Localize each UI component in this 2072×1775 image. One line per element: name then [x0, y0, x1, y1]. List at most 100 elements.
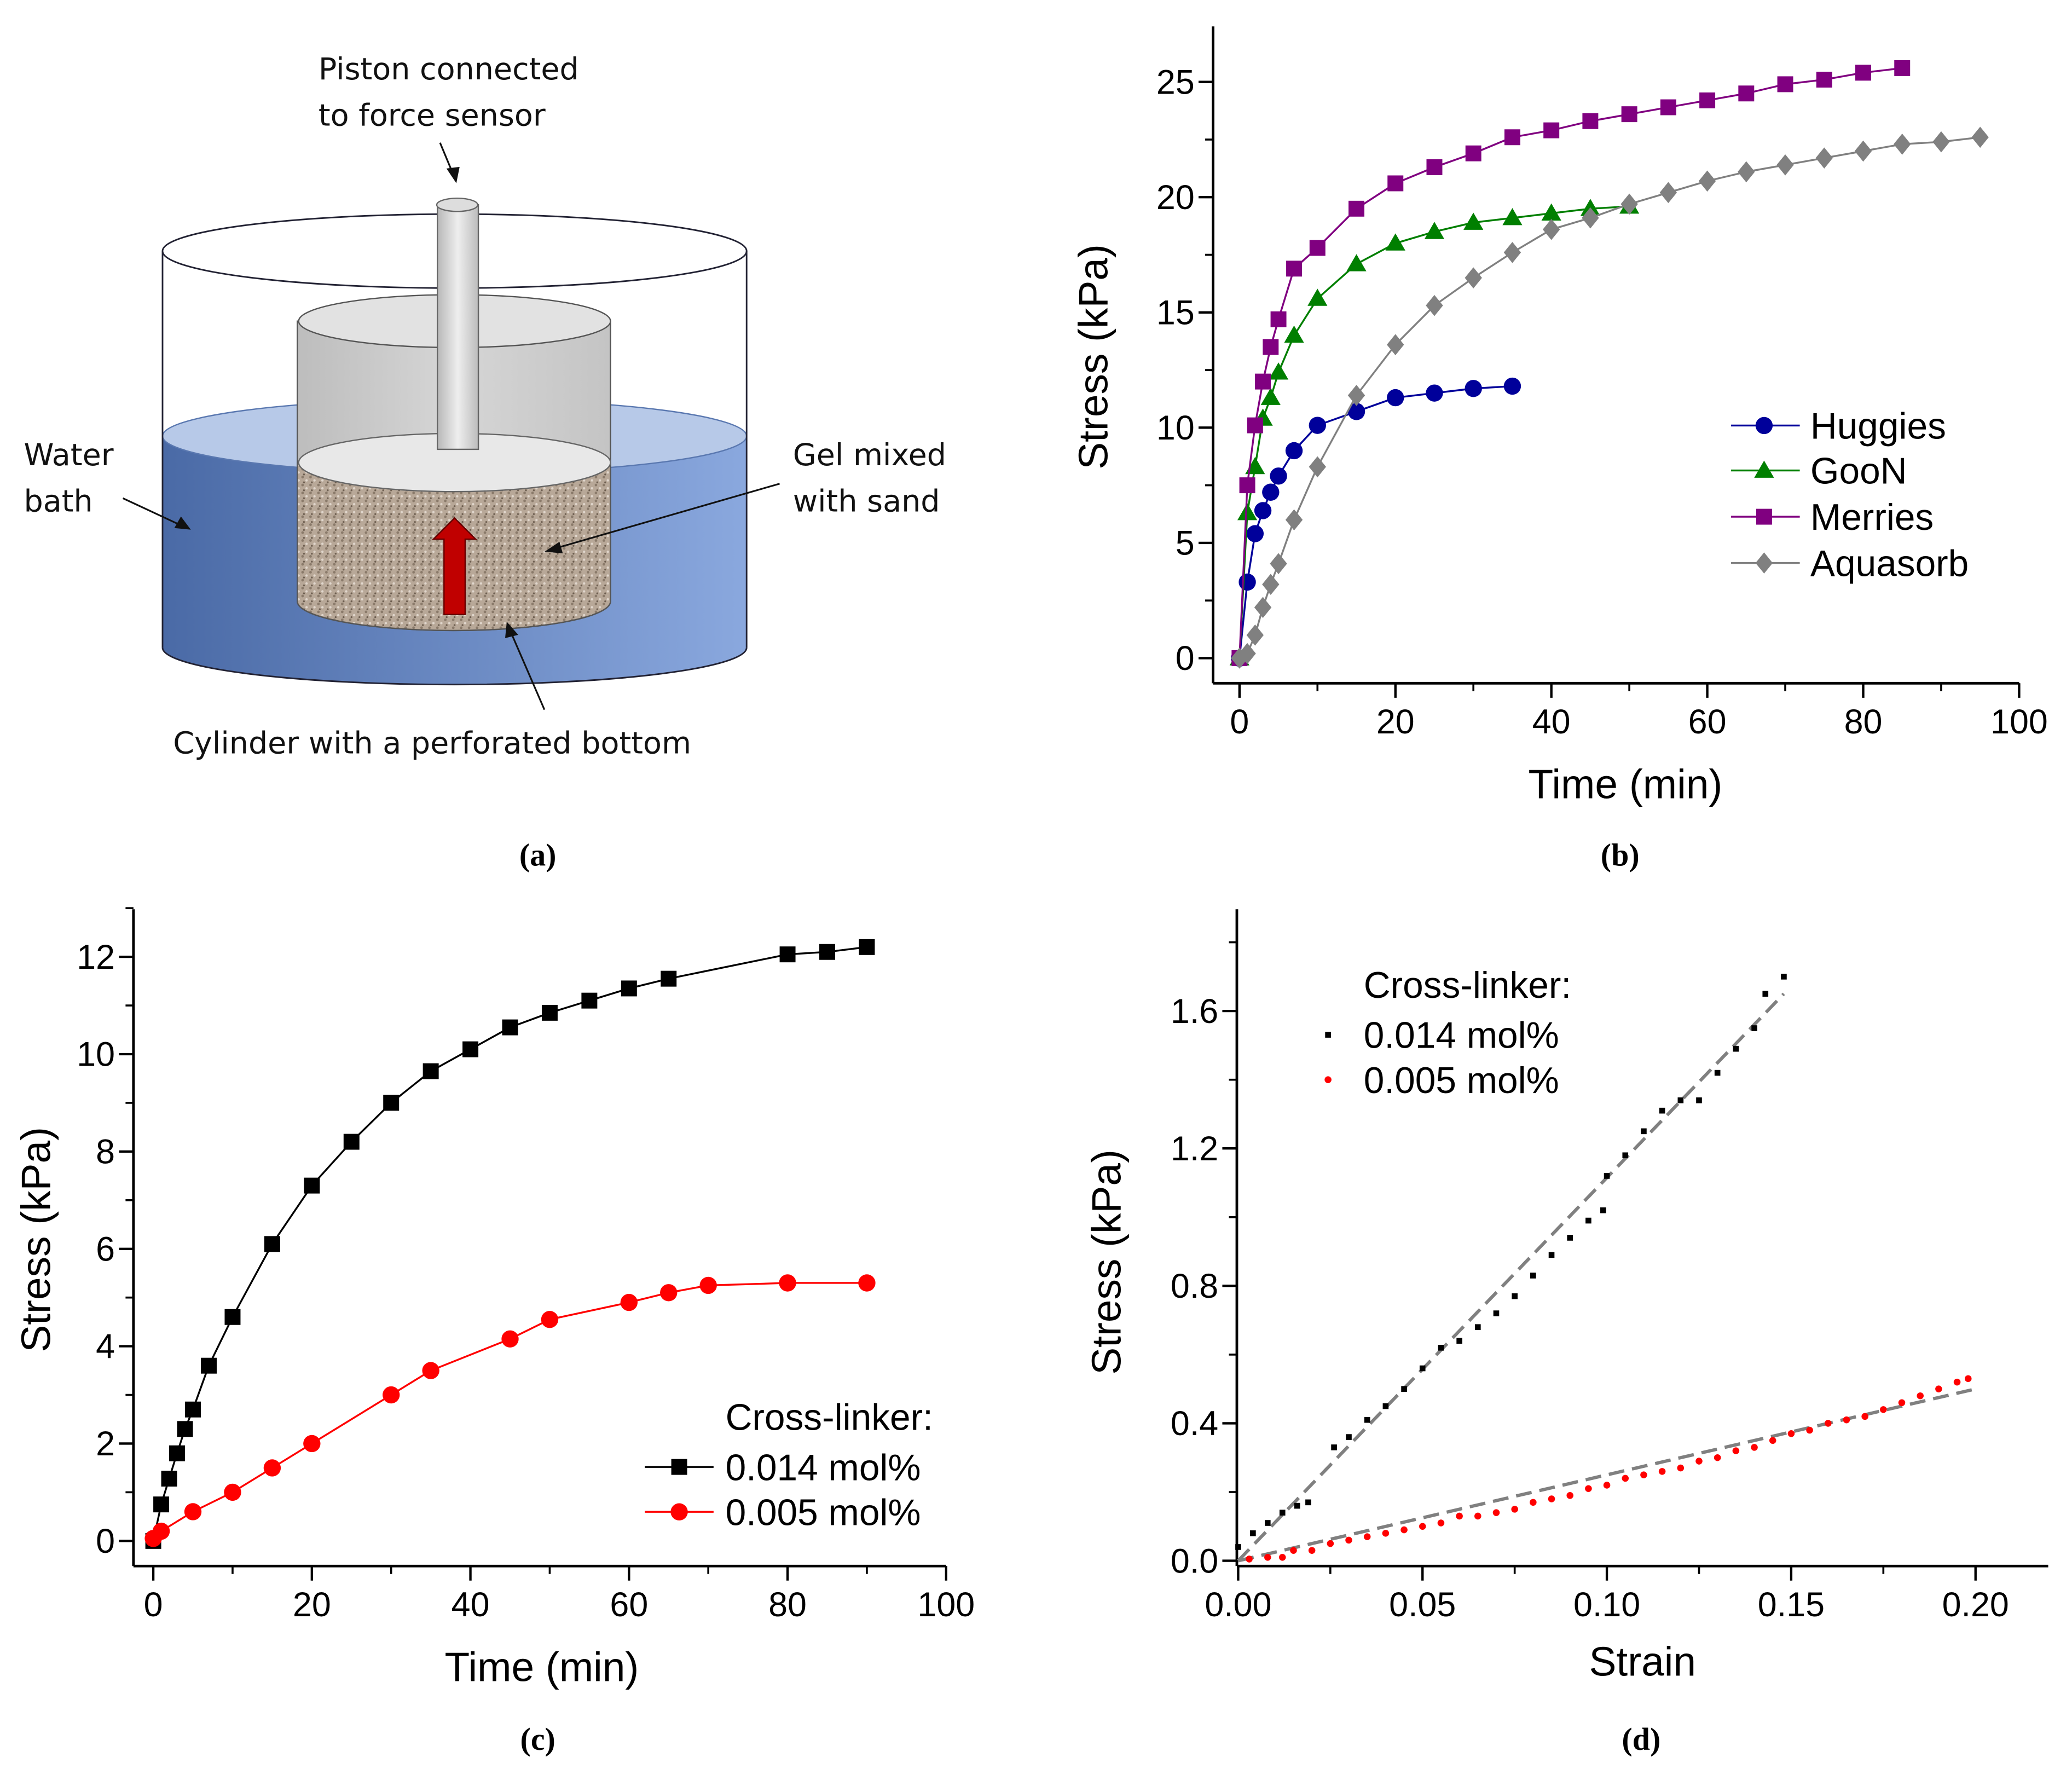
data-point — [1465, 380, 1482, 397]
series-huggies — [1231, 377, 1521, 667]
data-point — [661, 970, 677, 987]
data-point — [1492, 1509, 1500, 1516]
data-point — [1235, 1544, 1241, 1550]
fit-line — [1237, 1387, 1976, 1563]
legend-marker — [1756, 508, 1772, 525]
y-tick-label: 10 — [1156, 409, 1195, 447]
data-point — [1262, 574, 1280, 595]
data-point — [1503, 377, 1521, 395]
label-pointers — [122, 142, 780, 710]
data-point — [1659, 182, 1677, 204]
data-point — [859, 939, 875, 955]
data-point — [224, 1483, 241, 1501]
x-tick-label: 100 — [1990, 703, 2048, 741]
x-tick-label: 20 — [293, 1586, 331, 1624]
data-point — [1254, 502, 1272, 519]
data-point — [1695, 1458, 1703, 1465]
data-point — [1932, 131, 1950, 153]
data-point — [1237, 503, 1258, 521]
data-point — [1309, 240, 1326, 256]
data-point — [1548, 1495, 1555, 1502]
data-point — [1363, 1533, 1371, 1540]
legend-label: Huggies — [1810, 406, 1946, 447]
data-point — [1305, 1499, 1311, 1506]
x-tick-label: 0.00 — [1205, 1586, 1271, 1624]
data-point — [1622, 1152, 1629, 1159]
data-point — [1238, 573, 1256, 591]
data-point — [343, 1134, 360, 1150]
y-tick-label: 2 — [96, 1425, 115, 1463]
y-axis-title: Stress (kPa) — [1070, 244, 1116, 470]
data-point — [1438, 1345, 1444, 1351]
x-tick-label: 100 — [917, 1586, 975, 1624]
data-point — [1751, 1025, 1757, 1031]
piston-rod — [437, 204, 479, 450]
data-point — [1465, 267, 1482, 288]
piston-label-line2: to force sensor — [319, 97, 546, 133]
data-point — [1541, 203, 1561, 221]
data-point — [1658, 1468, 1666, 1475]
data-point — [1585, 1217, 1591, 1224]
data-point — [1387, 175, 1404, 192]
water-label-line1: Water — [24, 437, 113, 473]
data-point — [1456, 1338, 1462, 1344]
data-point — [264, 1236, 280, 1252]
data-point — [1894, 134, 1911, 155]
legend-marker — [1755, 417, 1773, 435]
data-point — [224, 1309, 241, 1325]
data-point — [1474, 1324, 1481, 1330]
x-tick-label: 0 — [1230, 703, 1249, 741]
data-point — [1437, 1519, 1445, 1527]
data-point — [422, 1362, 439, 1379]
data-point — [620, 1293, 638, 1311]
data-point — [1387, 389, 1404, 407]
data-point — [263, 1459, 281, 1477]
x-axis-title: Strain — [1589, 1639, 1697, 1685]
data-point — [1285, 442, 1303, 460]
caption-b: (b) — [1601, 837, 1640, 873]
data-point — [1463, 212, 1484, 230]
data-point — [779, 1274, 796, 1292]
data-point — [1620, 193, 1638, 215]
data-point — [1255, 373, 1271, 390]
legend-label: 0.014 mol% — [1364, 1015, 1559, 1056]
data-point — [1815, 147, 1833, 169]
data-point — [1738, 85, 1755, 102]
data-point — [1382, 1403, 1389, 1409]
data-point — [1567, 1235, 1573, 1241]
data-point — [1465, 145, 1481, 161]
series-line — [1238, 205, 1630, 658]
data-point — [1327, 1540, 1334, 1547]
x-tick-label: 40 — [1532, 703, 1571, 741]
data-point — [169, 1445, 186, 1461]
data-point — [1263, 339, 1279, 355]
data-point — [1285, 509, 1303, 531]
data-point — [1385, 233, 1405, 251]
data-point — [1401, 1386, 1407, 1392]
y-tick-label: 20 — [1156, 178, 1195, 217]
data-point — [1270, 467, 1287, 485]
data-point — [1894, 60, 1911, 76]
data-point — [1733, 1045, 1739, 1052]
data-point — [1278, 1554, 1286, 1561]
data-point — [1530, 1499, 1537, 1506]
data-point — [779, 946, 796, 963]
data-point — [1843, 1416, 1850, 1424]
legend-marker — [1324, 1076, 1332, 1083]
data-point — [699, 1276, 717, 1294]
data-point — [1917, 1392, 1924, 1400]
caption-a: (a) — [519, 837, 557, 873]
legend-label: GooN — [1810, 451, 1907, 492]
legend-title: Cross-linker: — [1364, 965, 1571, 1006]
piston-label-line1: Piston connected — [319, 51, 579, 87]
series-line — [1238, 385, 1513, 658]
data-point — [1346, 1434, 1352, 1440]
series-0-005-mol- — [1246, 1375, 1972, 1563]
series-merries — [1231, 60, 1911, 666]
legend-marker — [671, 1459, 687, 1475]
cylinder-label: Cylinder with a perforated bottom — [173, 725, 691, 761]
data-point — [383, 1095, 400, 1111]
data-point — [185, 1401, 201, 1418]
y-axis-title: Stress (kPa) — [13, 1127, 59, 1352]
